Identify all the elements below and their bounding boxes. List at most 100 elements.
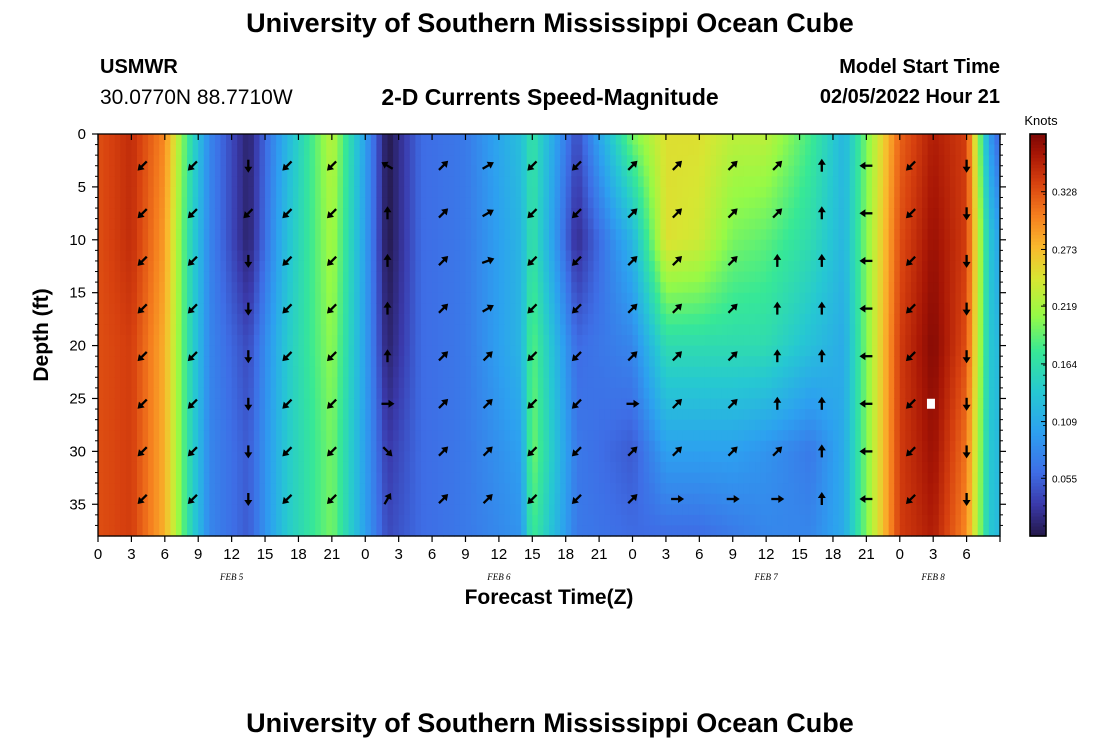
heatmap-cell: [515, 525, 522, 537]
heatmap-cell: [777, 250, 784, 262]
heatmap-cell: [331, 292, 339, 304]
heatmap-cell: [699, 356, 706, 368]
heatmap-cell: [203, 229, 210, 241]
heatmap-cell: [465, 282, 472, 294]
heatmap-cell: [320, 525, 327, 537]
heatmap-cell: [526, 324, 533, 336]
heatmap-cell: [220, 514, 227, 527]
heatmap-cell: [487, 282, 494, 294]
heatmap-cell: [665, 472, 673, 484]
heatmap-cell: [253, 250, 261, 262]
heatmap-cell: [615, 197, 622, 209]
heatmap-cell: [265, 430, 272, 442]
heatmap-cell: [443, 514, 450, 527]
heatmap-cell: [164, 260, 171, 273]
heatmap-cell: [727, 366, 734, 378]
heatmap-cell: [426, 165, 433, 177]
heatmap-cell: [337, 260, 344, 273]
heatmap-cell: [521, 409, 528, 421]
heatmap-cell: [626, 197, 634, 209]
heatmap-cell: [287, 345, 294, 357]
heatmap-cell: [543, 345, 550, 357]
heatmap-cell: [782, 165, 790, 177]
heatmap-cell: [493, 430, 500, 442]
heatmap-cell: [270, 451, 277, 463]
heatmap-cell: [766, 493, 773, 505]
heatmap-cell: [571, 451, 578, 463]
heatmap-cell: [632, 356, 639, 368]
heatmap-cell: [226, 176, 233, 188]
heatmap-cell: [170, 335, 177, 347]
heatmap-cell: [599, 472, 606, 484]
heatmap-cell: [209, 440, 216, 452]
heatmap-cell: [671, 134, 678, 146]
heatmap-cell: [443, 345, 450, 357]
heatmap-cell: [549, 335, 556, 347]
heatmap-cell: [699, 451, 706, 463]
heatmap-cell: [471, 525, 478, 537]
heatmap-cell: [615, 514, 622, 527]
heatmap-cell: [320, 377, 327, 389]
heatmap-cell: [604, 292, 611, 304]
heatmap-cell: [420, 313, 428, 326]
heatmap-cell: [599, 356, 606, 368]
heatmap-cell: [810, 451, 817, 463]
heatmap-cell: [476, 313, 483, 326]
heatmap-cell: [515, 155, 522, 167]
heatmap-cell: [287, 409, 294, 421]
heatmap-cell: [315, 271, 322, 283]
heatmap-cell: [354, 419, 361, 431]
heatmap-cell: [342, 176, 350, 188]
heatmap-cell: [565, 134, 572, 146]
heatmap-cell: [710, 387, 717, 400]
heatmap-cell: [771, 419, 778, 431]
heatmap-cell: [788, 366, 795, 378]
heatmap-cell: [98, 461, 105, 474]
heatmap-cell: [437, 229, 444, 241]
heatmap-cell: [582, 345, 589, 357]
heatmap-cell: [437, 186, 444, 199]
heatmap-cell: [549, 430, 556, 442]
heatmap-cell: [342, 419, 350, 431]
heatmap-cell: [376, 356, 383, 368]
heatmap-cell: [560, 409, 567, 421]
heatmap-cell: [164, 155, 171, 167]
heatmap-cell: [504, 514, 511, 527]
heatmap-cell: [398, 525, 405, 537]
heatmap-cell: [682, 155, 689, 167]
heatmap-cell: [504, 144, 511, 156]
heatmap-cell: [214, 440, 222, 452]
heatmap-cell: [677, 440, 684, 452]
heatmap-cell: [103, 504, 110, 516]
heatmap-cell: [109, 366, 116, 378]
heatmap-cell: [721, 409, 728, 421]
heatmap-cell: [638, 313, 645, 326]
heatmap-cell: [370, 144, 377, 156]
heatmap-cell: [287, 504, 294, 516]
heatmap-cell: [821, 155, 828, 167]
heatmap-cell: [704, 335, 712, 347]
heatmap-cell: [543, 144, 550, 156]
heatmap-cell: [292, 430, 300, 442]
heatmap-cell: [142, 250, 149, 262]
heatmap-cell: [437, 377, 444, 389]
heatmap-cell: [265, 525, 272, 537]
heatmap-cell: [482, 218, 489, 230]
heatmap-cell: [710, 398, 717, 410]
heatmap-cell: [315, 176, 322, 188]
heatmap-cell: [270, 398, 277, 410]
heatmap-cell: [192, 260, 199, 273]
heatmap-cell: [510, 229, 517, 241]
heatmap-cell: [587, 356, 595, 368]
heatmap-cell: [448, 208, 455, 220]
heatmap-cell: [537, 440, 545, 452]
heatmap-cell: [476, 430, 483, 442]
heatmap-cell: [615, 356, 622, 368]
heatmap-cell: [510, 345, 517, 357]
heatmap-cell: [810, 366, 817, 378]
heatmap-cell: [738, 229, 745, 241]
heatmap-cell: [348, 356, 355, 368]
heatmap-cell: [331, 271, 339, 283]
heatmap-cell: [793, 155, 801, 167]
heatmap-cell: [103, 303, 110, 315]
